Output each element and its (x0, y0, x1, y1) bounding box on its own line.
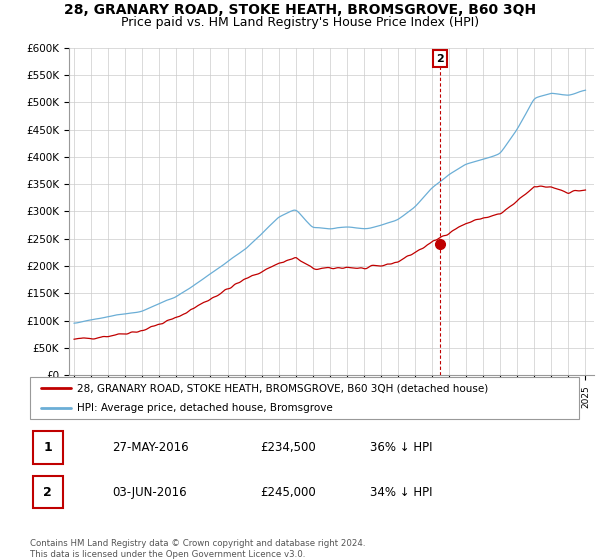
Text: 03-JUN-2016: 03-JUN-2016 (112, 486, 187, 499)
Text: 34% ↓ HPI: 34% ↓ HPI (370, 486, 433, 499)
FancyBboxPatch shape (30, 377, 579, 419)
Text: HPI: Average price, detached house, Bromsgrove: HPI: Average price, detached house, Brom… (77, 403, 332, 413)
FancyBboxPatch shape (33, 431, 63, 464)
Text: 2: 2 (436, 54, 443, 63)
Text: £245,000: £245,000 (260, 486, 316, 499)
FancyBboxPatch shape (33, 476, 63, 508)
Text: Contains HM Land Registry data © Crown copyright and database right 2024.
This d: Contains HM Land Registry data © Crown c… (30, 539, 365, 559)
Text: 28, GRANARY ROAD, STOKE HEATH, BROMSGROVE, B60 3QH: 28, GRANARY ROAD, STOKE HEATH, BROMSGROV… (64, 3, 536, 17)
Text: 27-MAY-2016: 27-MAY-2016 (112, 441, 189, 454)
Text: £234,500: £234,500 (260, 441, 316, 454)
Text: 28, GRANARY ROAD, STOKE HEATH, BROMSGROVE, B60 3QH (detached house): 28, GRANARY ROAD, STOKE HEATH, BROMSGROV… (77, 383, 488, 393)
Text: 2: 2 (43, 486, 52, 499)
Text: 36% ↓ HPI: 36% ↓ HPI (370, 441, 433, 454)
Text: 1: 1 (43, 441, 52, 454)
Text: Price paid vs. HM Land Registry's House Price Index (HPI): Price paid vs. HM Land Registry's House … (121, 16, 479, 29)
